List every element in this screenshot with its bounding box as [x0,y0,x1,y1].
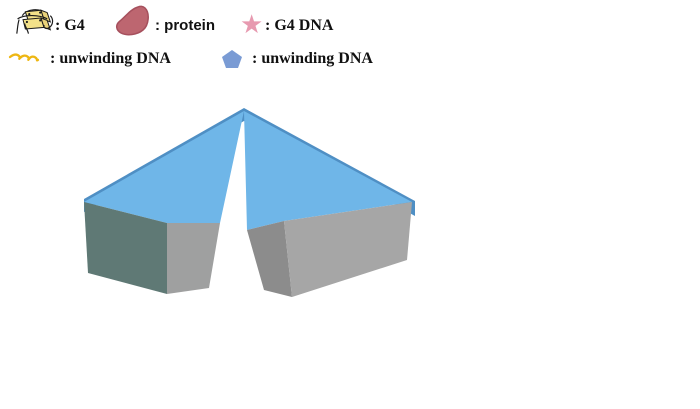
svg-text:: unwinding DNA: : unwinding DNA [252,50,373,67]
svg-text:: G4 DNA: : G4 DNA [265,17,334,34]
svg-text:★: ★ [240,9,263,39]
svg-text:: protein: : protein [155,17,215,34]
svg-text:: unwinding DNA: : unwinding DNA [50,50,171,67]
svg-text:: G4: : G4 [55,17,85,34]
